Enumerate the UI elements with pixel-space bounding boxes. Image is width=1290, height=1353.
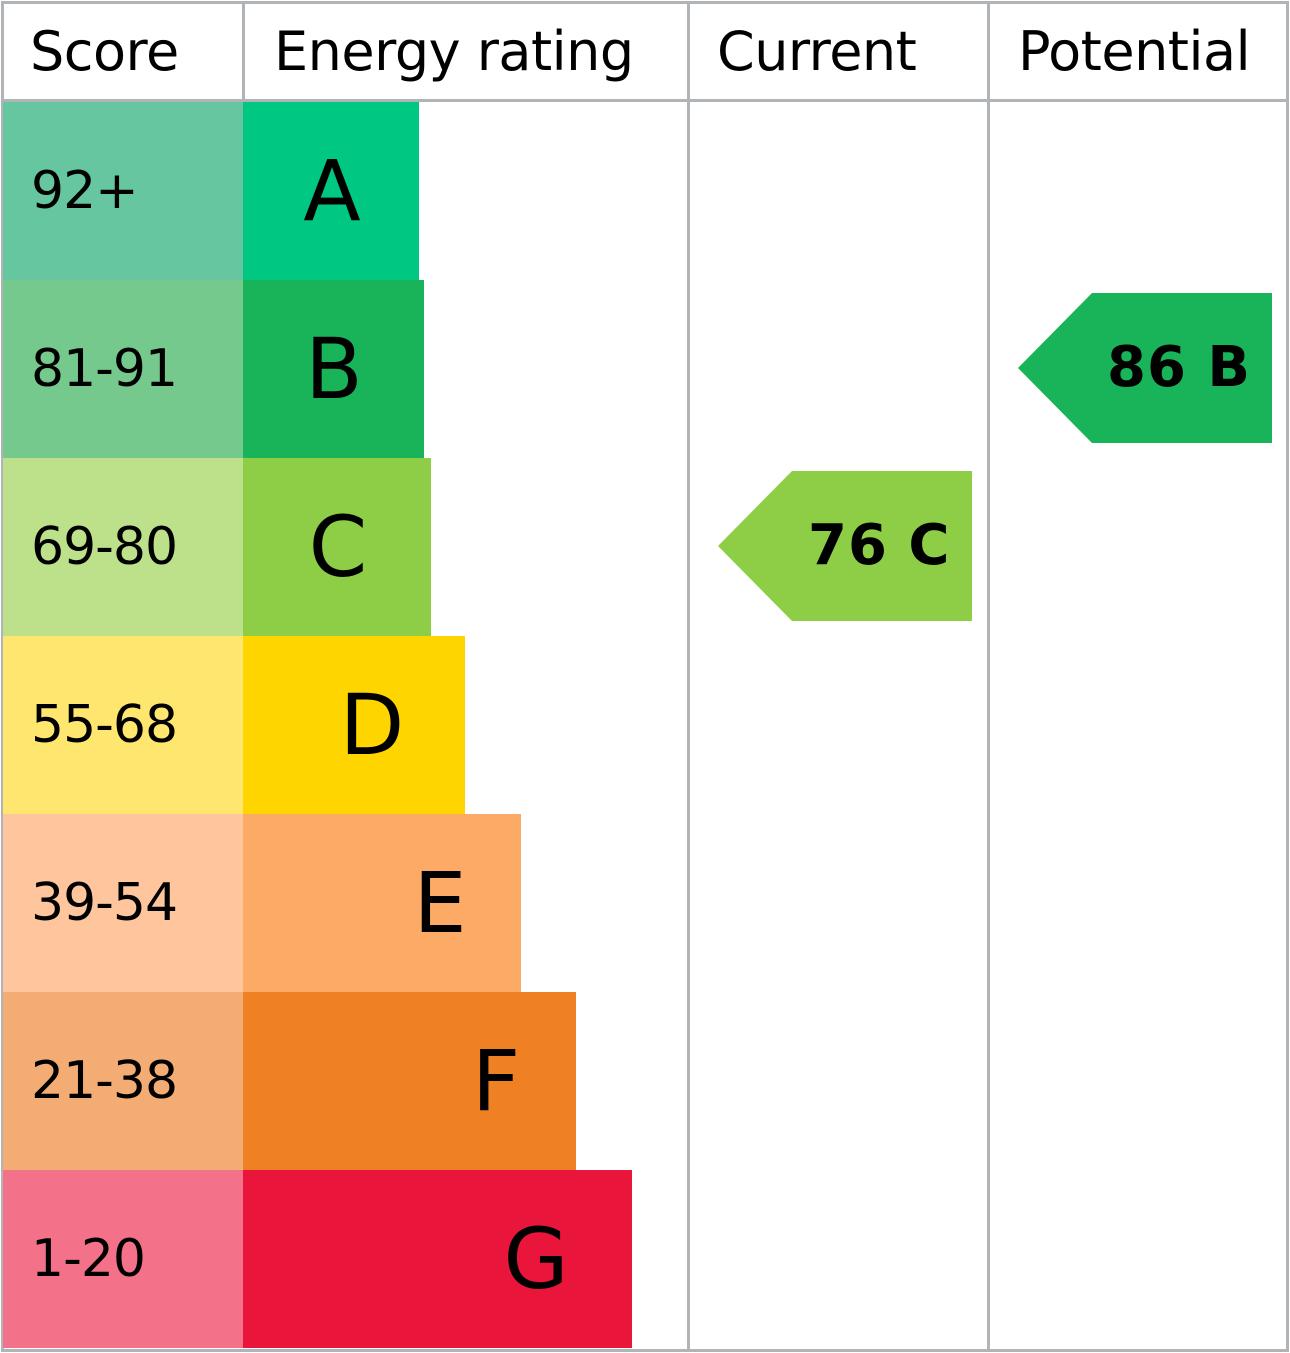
rating-letter-g: G xyxy=(503,1210,569,1308)
rating-bar-a xyxy=(243,102,419,280)
rating-letter-d: D xyxy=(339,676,405,774)
rating-letter-e: E xyxy=(413,854,467,952)
score-range-g: 1-20 xyxy=(3,1170,243,1348)
rating-bar-d xyxy=(243,636,465,814)
rating-bar-c xyxy=(243,458,431,636)
potential-rating-label: 86 B xyxy=(1107,335,1252,400)
score-range-b: 81-91 xyxy=(3,280,243,458)
score-range-c: 69-80 xyxy=(3,458,243,636)
column-divider-current xyxy=(687,1,690,1352)
score-range-a: 92+ xyxy=(3,102,243,280)
score-range-f: 21-38 xyxy=(3,992,243,1170)
current-arrow-polygon xyxy=(718,471,972,621)
header-score: Score xyxy=(30,20,179,83)
potential-rating-arrow: 86 B xyxy=(1018,293,1272,443)
potential-arrow-polygon xyxy=(1018,293,1272,443)
rating-letter-a: A xyxy=(303,142,361,240)
current-rating-label: 76 C xyxy=(808,513,951,578)
column-divider-score xyxy=(242,1,245,101)
score-range-e: 39-54 xyxy=(3,814,243,992)
rating-bar-e xyxy=(243,814,521,992)
rating-letter-c: C xyxy=(308,498,368,596)
header-current: Current xyxy=(717,20,917,83)
rating-letter-f: F xyxy=(471,1032,521,1130)
score-range-d: 55-68 xyxy=(3,636,243,814)
header-potential: Potential xyxy=(1018,20,1251,83)
rating-bar-f xyxy=(243,992,576,1170)
header-energy-rating: Energy rating xyxy=(274,20,634,83)
rating-bar-g xyxy=(243,1170,632,1348)
column-divider-potential xyxy=(987,1,990,1352)
current-arrow-shape xyxy=(718,471,972,621)
current-rating-arrow: 76 C xyxy=(718,471,972,621)
rating-bar-b xyxy=(243,280,424,458)
rating-letter-b: B xyxy=(305,320,363,418)
header-divider xyxy=(1,99,1289,102)
potential-arrow-shape xyxy=(1018,293,1272,443)
